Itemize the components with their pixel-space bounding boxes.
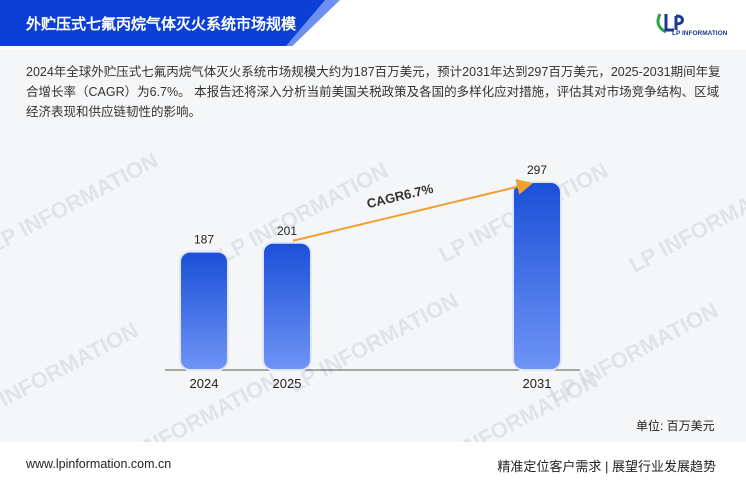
x-tick-2025: 2025 xyxy=(273,376,302,391)
footer-slogan: 精准定位客户需求 | 展望行业发展趋势 xyxy=(497,459,716,474)
bar-2025 xyxy=(262,241,312,371)
data-label-2025: 201 xyxy=(277,224,297,238)
cagr-arrow xyxy=(292,179,533,242)
header: 外贮压式七氟丙烷气体灭火系统市场规模 LP INFORMATION xyxy=(0,0,746,50)
x-tick-2024: 2024 xyxy=(190,376,219,391)
bar-2024 xyxy=(179,250,229,371)
cagr-annotation: CAGR6.7% xyxy=(365,181,435,212)
logo-text: LP INFORMATION xyxy=(672,30,728,37)
bar-2031 xyxy=(512,181,562,371)
title-band xyxy=(0,0,325,46)
page-title: 外贮压式七氟丙烷气体灭火系统市场规模 xyxy=(26,16,297,33)
lp-logo-icon xyxy=(656,13,684,34)
data-label-2024: 187 xyxy=(194,233,214,247)
x-tick-2031: 2031 xyxy=(523,376,552,391)
unit-label: 单位: 百万美元 xyxy=(636,419,715,433)
footer-url[interactable]: www.lpinformation.com.cn xyxy=(26,457,172,471)
data-label-2031: 297 xyxy=(527,163,547,177)
footer: www.lpinformation.com.cn 精准定位客户需求 | 展望行业… xyxy=(0,442,746,481)
description: 2024年全球外贮压式七氟丙烷气体灭火系统市场规模大约为187百万美元，预计20… xyxy=(26,65,721,119)
